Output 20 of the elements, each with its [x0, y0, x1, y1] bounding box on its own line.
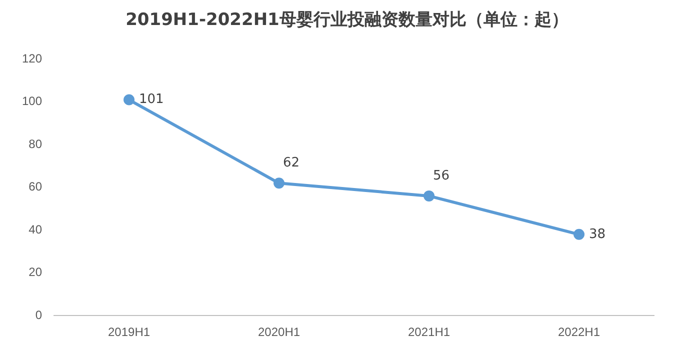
- y-tick-label: 20: [28, 265, 42, 280]
- y-tick-label: 60: [28, 180, 42, 194]
- x-tick-label: 2019H1: [108, 325, 150, 340]
- point: [574, 228, 585, 240]
- y-tick-label: 40: [28, 222, 42, 236]
- point: [424, 190, 435, 202]
- data-label: 56: [433, 168, 450, 184]
- point: [274, 178, 285, 189]
- data-label: 101: [139, 92, 164, 108]
- data-label: 38: [589, 226, 606, 242]
- y-tick-label: 80: [28, 136, 42, 151]
- y-tick-label: 0: [35, 308, 42, 322]
- y-tick-label: 120: [22, 52, 42, 66]
- data-label: 62: [283, 156, 300, 170]
- point: [124, 94, 135, 106]
- y-tick-label: 100: [22, 94, 42, 108]
- x-tick-label: 2021H1: [408, 325, 450, 340]
- chart-title: 2019H1-2022H1母婴行业投融资数量对比（单位：起）: [124, 9, 570, 31]
- x-tick-label: 2022H1: [558, 325, 600, 340]
- x-tick-label: 2020H1: [258, 325, 300, 340]
